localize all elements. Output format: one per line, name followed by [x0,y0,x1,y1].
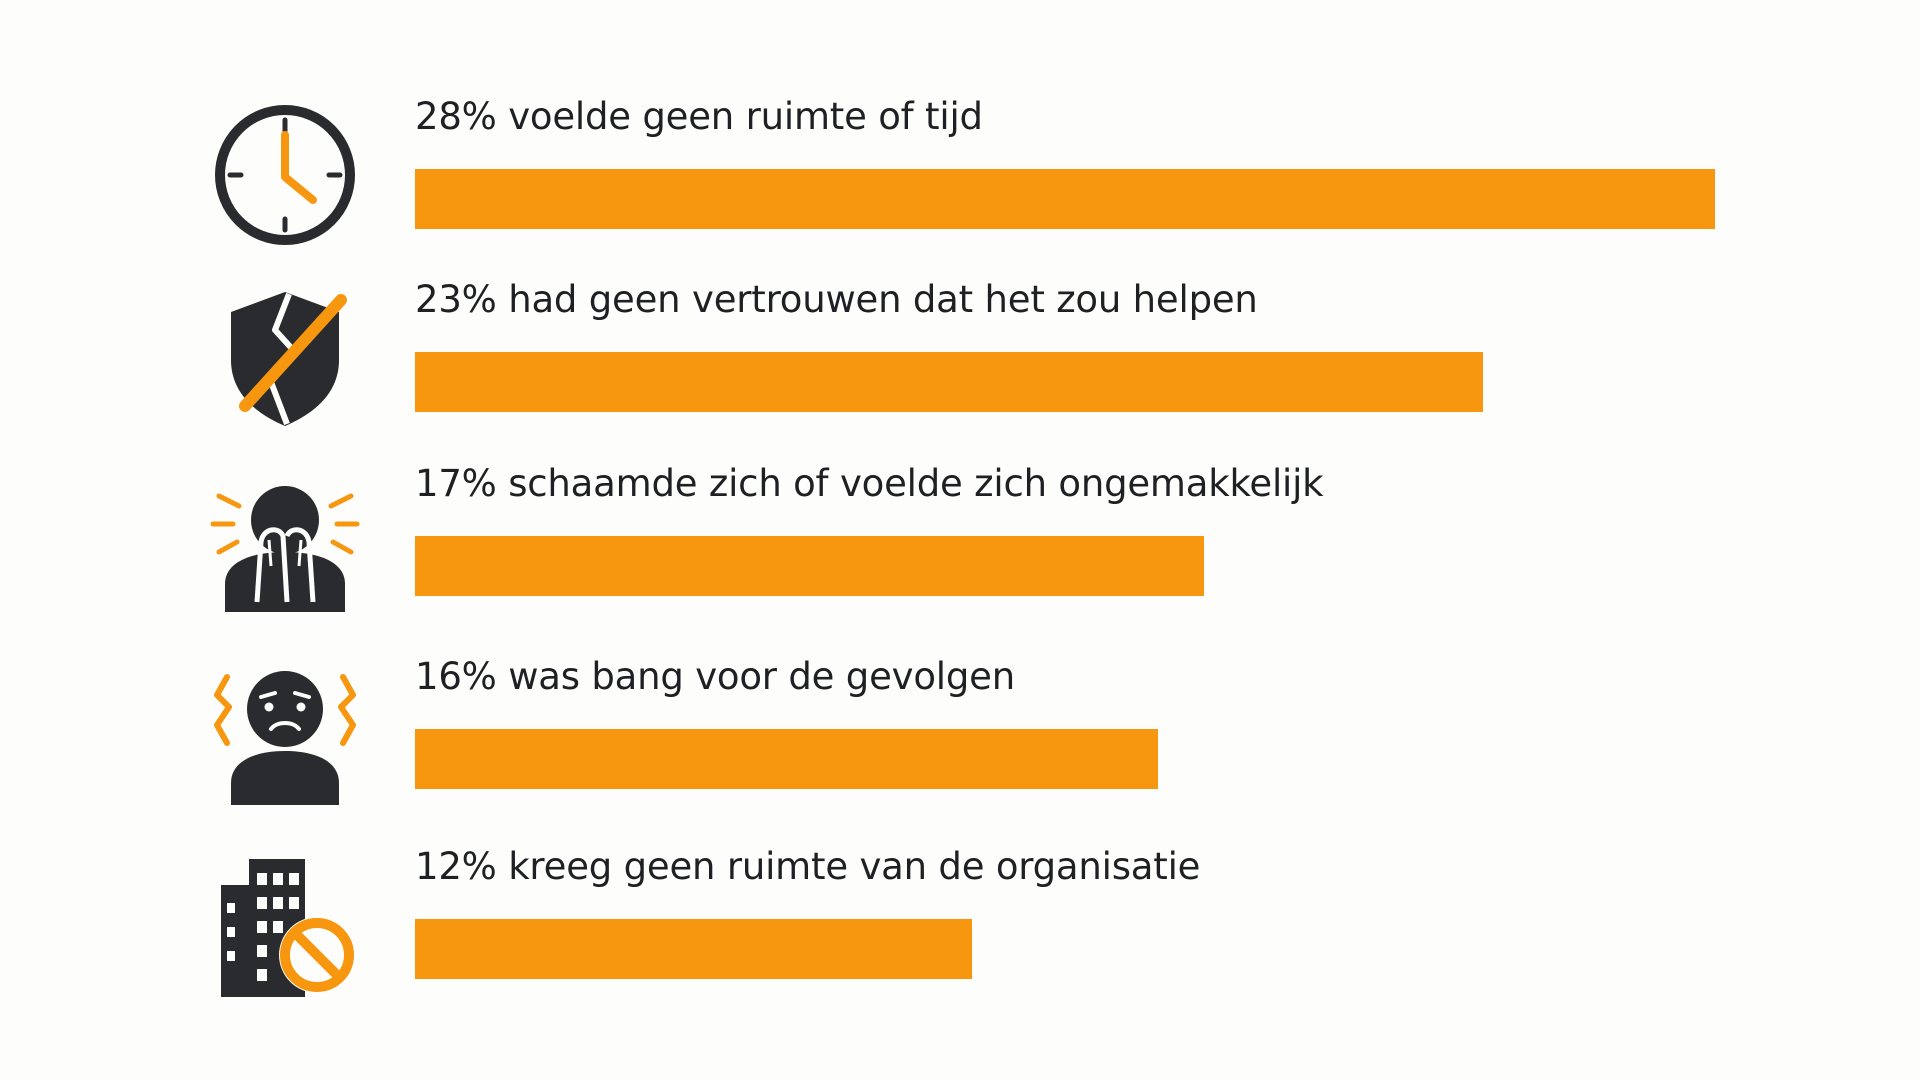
bar-label: 12% kreeg geen ruimte van de organisatie [415,845,1201,888]
worried-person-icon [205,655,365,815]
chart-row-1: 28% voelde geen ruimte of tijd [0,95,1920,265]
building-prohibited-icon [205,845,365,1005]
ashamed-person-icon [205,462,365,622]
chart-row-3: 17% schaamde zich of voelde zich ongemak… [0,462,1920,632]
bar-label: 17% schaamde zich of voelde zich ongemak… [415,462,1324,505]
bar [415,729,1158,789]
bar-label: 23% had geen vertrouwen dat het zou help… [415,278,1258,321]
chart-row-5: 12% kreeg geen ruimte van de organisatie [0,845,1920,1015]
bar [415,536,1204,596]
broken-shield-icon [205,278,365,438]
bar-label: 28% voelde geen ruimte of tijd [415,95,983,138]
bar [415,919,972,979]
bar-label: 16% was bang voor de gevolgen [415,655,1015,698]
chart-row-2: 23% had geen vertrouwen dat het zou help… [0,278,1920,448]
bar [415,352,1483,412]
clock-icon [205,95,365,255]
bar [415,169,1715,229]
chart-row-4: 16% was bang voor de gevolgen [0,655,1920,825]
